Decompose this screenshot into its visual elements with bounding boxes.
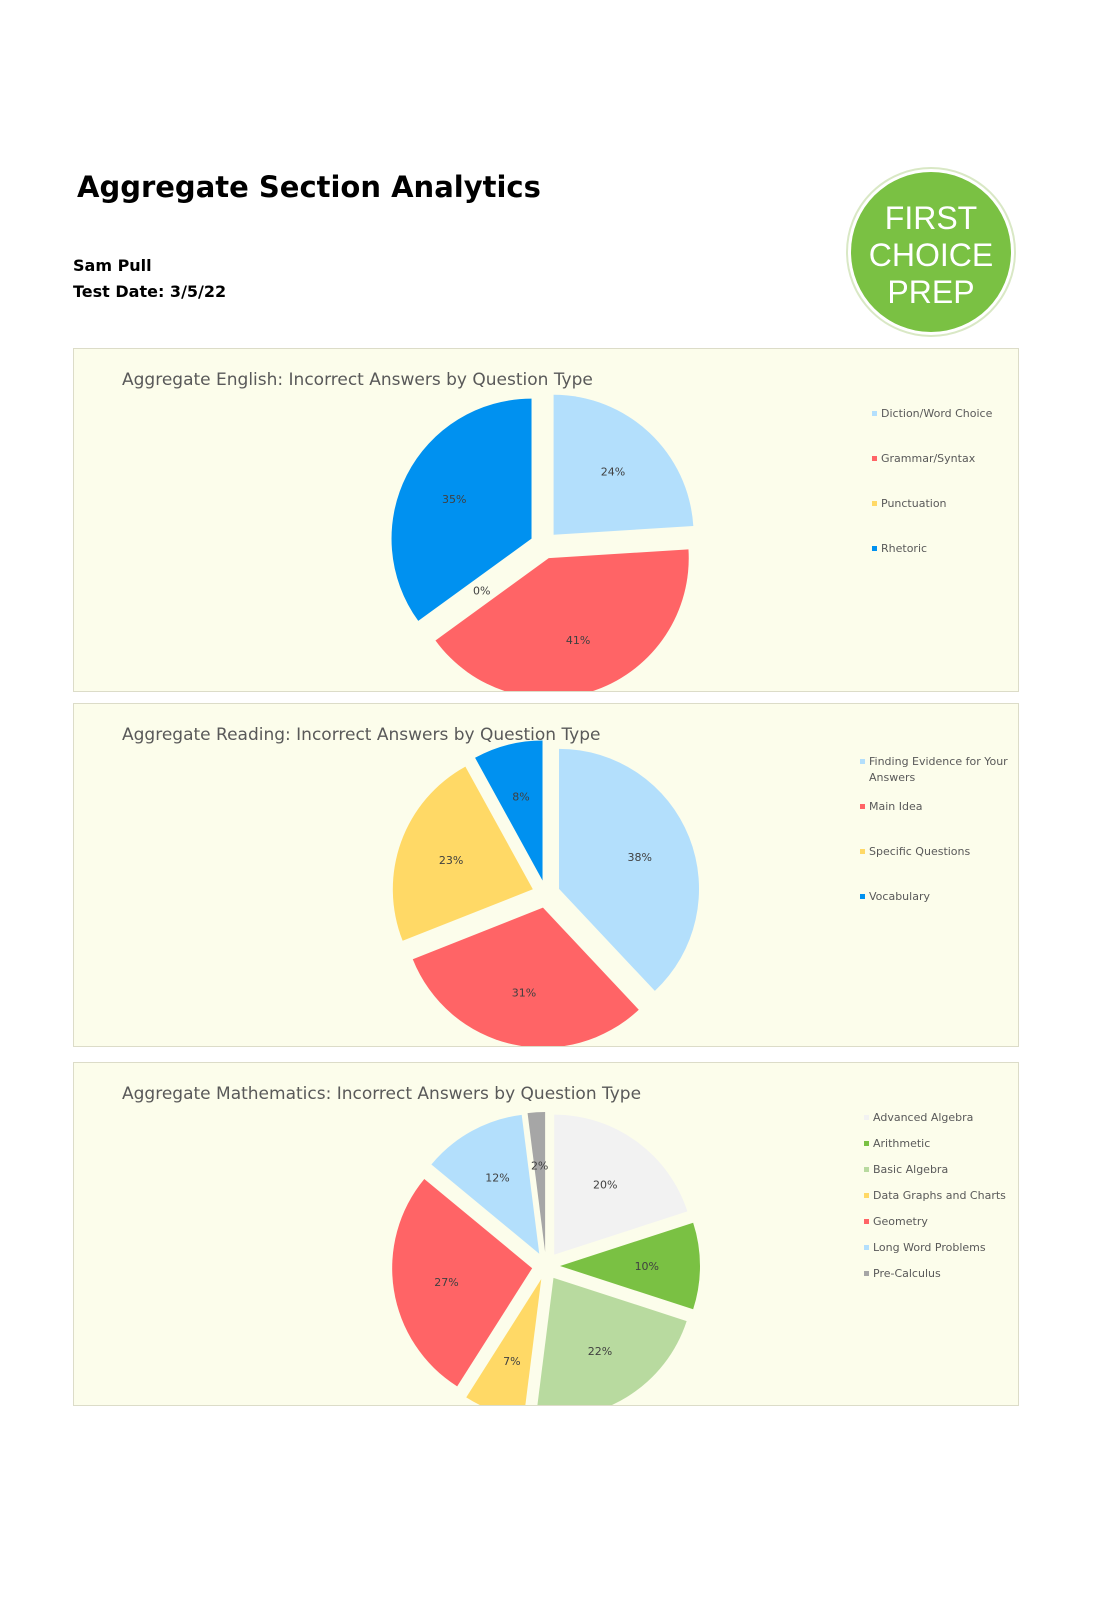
slice-label-advanced-algebra: 20% xyxy=(593,1178,617,1191)
slice-label-punctuation: 0% xyxy=(473,584,490,597)
legend-label-data-graphs-and-charts: Data Graphs and Charts xyxy=(873,1189,1006,1202)
legend-label-specific-questions: Specific Questions xyxy=(869,845,971,858)
test-date: Test Date: 3/5/22 xyxy=(73,282,227,301)
slice-label-vocabulary: 8% xyxy=(512,790,529,803)
english-pie-chart: Aggregate English: Incorrect Answers by … xyxy=(122,370,993,691)
pie-slice-long-word-problems xyxy=(431,1114,540,1254)
svg-text:FIRST: FIRST xyxy=(885,200,977,236)
slice-label-basic-algebra: 22% xyxy=(588,1345,612,1358)
reading-pie-chart: Aggregate Reading: Incorrect Answers by … xyxy=(122,725,1008,1046)
slice-label-data-graphs-and-charts: 7% xyxy=(503,1355,520,1368)
pie-slice-geometry xyxy=(392,1178,533,1387)
legend-swatch-pre-calculus xyxy=(864,1271,869,1276)
legend-label-diction-word-choice: Diction/Word Choice xyxy=(881,407,993,420)
legend-swatch-specific-questions xyxy=(860,849,865,854)
legend-swatch-grammar-syntax xyxy=(872,456,877,461)
math-chart-panel: Aggregate Mathematics: Incorrect Answers… xyxy=(73,1062,1019,1406)
legend-label-arithmetic: Arithmetic xyxy=(873,1137,930,1150)
legend-label-main-idea: Main Idea xyxy=(869,800,923,813)
slice-label-main-idea: 31% xyxy=(512,986,536,999)
pie-slice-rhetoric xyxy=(391,398,532,621)
legend-label-geometry: Geometry xyxy=(873,1215,928,1228)
pie-slice-advanced-algebra xyxy=(554,1114,688,1255)
legend-swatch-arithmetic xyxy=(864,1141,869,1146)
legend-swatch-long-word-problems xyxy=(864,1245,869,1250)
page-title: Aggregate Section Analytics xyxy=(77,170,541,204)
pie-slice-grammar-syntax xyxy=(435,549,689,691)
svg-text:PREP: PREP xyxy=(887,274,974,310)
pie-slice-finding-evidence-for-your-answers xyxy=(559,748,700,991)
legend-swatch-advanced-algebra xyxy=(864,1115,869,1120)
slice-label-specific-questions: 23% xyxy=(439,854,463,867)
pie-slice-main-idea xyxy=(412,907,639,1046)
reading-chart-panel: Aggregate Reading: Incorrect Answers by … xyxy=(73,703,1019,1047)
legend-label-finding-evidence-for-your-answers: Answers xyxy=(869,771,916,784)
svg-text:CHOICE: CHOICE xyxy=(869,237,993,273)
legend-label-grammar-syntax: Grammar/Syntax xyxy=(881,452,976,465)
legend-swatch-geometry xyxy=(864,1219,869,1224)
slice-label-rhetoric: 35% xyxy=(442,493,466,506)
pie-slice-data-graphs-and-charts xyxy=(466,1279,542,1405)
legend-label-vocabulary: Vocabulary xyxy=(869,890,930,903)
slice-label-grammar-syntax: 41% xyxy=(566,634,590,647)
math-pie-chart: Aggregate Mathematics: Incorrect Answers… xyxy=(122,1084,1006,1405)
slice-label-long-word-problems: 12% xyxy=(485,1172,509,1185)
legend-swatch-finding-evidence-for-your-answers xyxy=(860,759,865,764)
pie-slice-vocabulary xyxy=(475,740,543,881)
legend-label-long-word-problems: Long Word Problems xyxy=(873,1241,986,1254)
first-choice-prep-logo: FIRST CHOICE PREP xyxy=(846,167,1016,337)
legend-swatch-data-graphs-and-charts xyxy=(864,1193,869,1198)
pie-slice-pre-calculus xyxy=(527,1112,546,1253)
legend-label-rhetoric: Rhetoric xyxy=(881,542,927,555)
pie-slice-arithmetic xyxy=(560,1222,700,1310)
legend-swatch-basic-algebra xyxy=(864,1167,869,1172)
legend-swatch-diction-word-choice xyxy=(872,411,877,416)
slice-label-pre-calculus: 2% xyxy=(531,1159,548,1172)
legend-swatch-rhetoric xyxy=(872,546,877,551)
student-name: Sam Pull xyxy=(73,256,152,275)
legend-label-punctuation: Punctuation xyxy=(881,497,947,510)
chart-title: Aggregate English: Incorrect Answers by … xyxy=(122,370,593,390)
legend-swatch-main-idea xyxy=(860,804,865,809)
chart-title: Aggregate Mathematics: Incorrect Answers… xyxy=(122,1084,641,1104)
legend-label-pre-calculus: Pre-Calculus xyxy=(873,1267,941,1280)
english-chart-panel: Aggregate English: Incorrect Answers by … xyxy=(73,348,1019,692)
slice-label-finding-evidence-for-your-answers: 38% xyxy=(627,851,651,864)
pie-slice-diction-word-choice xyxy=(553,394,694,535)
legend-swatch-vocabulary xyxy=(860,894,865,899)
slice-label-diction-word-choice: 24% xyxy=(601,466,625,479)
pie-slice-basic-algebra xyxy=(537,1277,687,1405)
legend-label-finding-evidence-for-your-answers: Finding Evidence for Your xyxy=(869,755,1008,768)
legend-label-advanced-algebra: Advanced Algebra xyxy=(873,1111,973,1124)
slice-label-geometry: 27% xyxy=(434,1276,458,1289)
chart-title: Aggregate Reading: Incorrect Answers by … xyxy=(122,725,601,745)
legend-label-basic-algebra: Basic Algebra xyxy=(873,1163,948,1176)
slice-label-arithmetic: 10% xyxy=(635,1260,659,1273)
legend-swatch-punctuation xyxy=(872,501,877,506)
pie-slice-specific-questions xyxy=(392,766,533,941)
